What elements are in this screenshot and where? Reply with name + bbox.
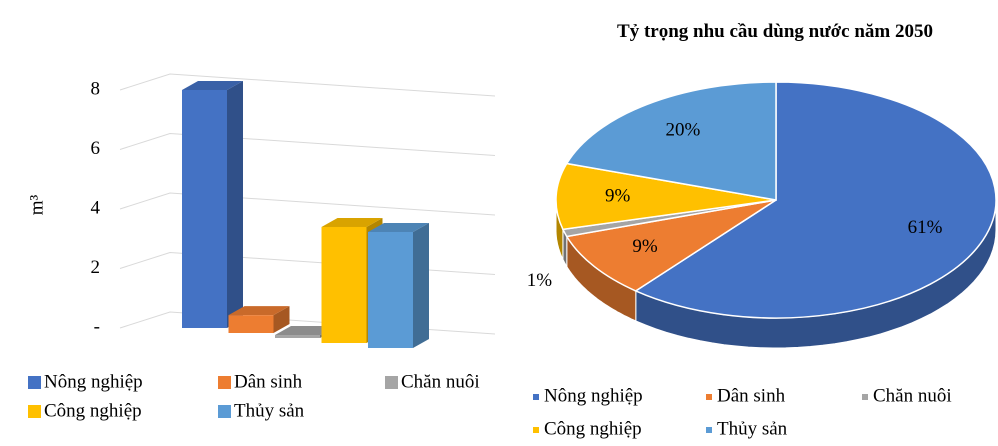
legend-marker bbox=[28, 405, 41, 418]
bar-top bbox=[321, 217, 383, 227]
data-label: 9% bbox=[632, 236, 658, 257]
data-label: 9% bbox=[605, 186, 631, 207]
data-label: 1% bbox=[527, 270, 553, 291]
bar bbox=[228, 315, 274, 333]
pie-title: Tỷ trọng nhu cầu dùng nước năm 2050 bbox=[617, 21, 933, 42]
bar-top bbox=[182, 81, 243, 90]
y-tick-label: 8 bbox=[91, 78, 101, 99]
legend-marker bbox=[706, 394, 712, 400]
bar-side bbox=[413, 222, 429, 348]
data-label: 20% bbox=[665, 120, 700, 141]
pie-slice bbox=[565, 81, 777, 201]
legend-label: Thủy sản bbox=[717, 418, 788, 439]
legend-marker bbox=[862, 394, 868, 400]
legend-marker bbox=[218, 405, 231, 418]
legend-marker bbox=[533, 427, 539, 433]
legend-label: Chăn nuôi bbox=[401, 371, 480, 392]
legend-marker bbox=[28, 376, 41, 389]
legend-marker bbox=[385, 376, 398, 389]
legend-label: Nông nghiệp bbox=[544, 385, 643, 406]
legend-label: Dân sinh bbox=[234, 371, 303, 392]
bar bbox=[321, 226, 367, 343]
bar bbox=[368, 231, 413, 348]
bar bbox=[182, 90, 227, 328]
grid-line bbox=[119, 73, 496, 97]
legend-marker bbox=[218, 376, 231, 389]
legend-label: Dân sinh bbox=[717, 385, 786, 406]
legend-marker bbox=[706, 427, 712, 433]
y-tick-label: 4 bbox=[91, 197, 101, 218]
y-tick-label: 2 bbox=[91, 257, 101, 278]
legend-label: Thủy sản bbox=[234, 400, 305, 421]
bar-top bbox=[228, 306, 290, 316]
grid-line bbox=[119, 132, 496, 156]
grid-line bbox=[119, 251, 496, 275]
legend-label: Nông nghiệp bbox=[44, 371, 143, 392]
legend-label: Công nghiệp bbox=[544, 418, 642, 439]
legend-label: Công nghiệp bbox=[44, 400, 142, 421]
y-tick-label: - bbox=[94, 316, 100, 337]
bar-top bbox=[275, 326, 336, 336]
y-tick-label: 6 bbox=[91, 138, 101, 159]
bar-side bbox=[227, 81, 243, 328]
pie-slice bbox=[565, 199, 777, 292]
legend-label: Chăn nuôi bbox=[873, 385, 952, 406]
bar bbox=[275, 335, 320, 338]
data-label: 61% bbox=[908, 217, 943, 238]
pie-slice bbox=[555, 162, 777, 231]
pie-slice bbox=[634, 81, 997, 319]
y-axis-label: m³ bbox=[26, 194, 47, 215]
bar-side bbox=[273, 306, 290, 333]
grid-line bbox=[119, 192, 496, 216]
legend-marker bbox=[533, 394, 539, 400]
bar-top bbox=[368, 222, 429, 232]
